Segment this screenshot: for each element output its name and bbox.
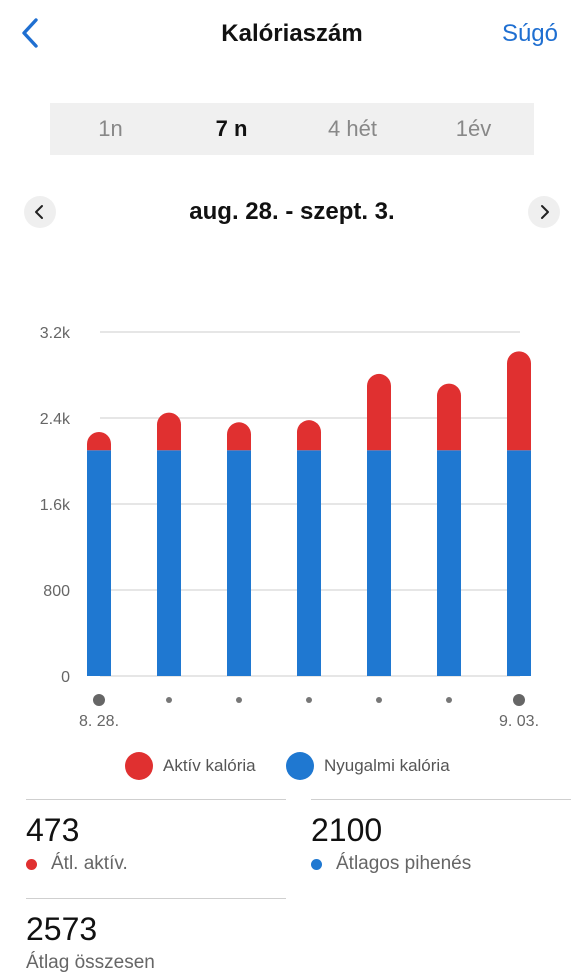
x-axis-dot <box>513 694 525 706</box>
stat-label: Átl. aktív. <box>51 853 128 874</box>
stat-label-row: Átl. aktív. <box>26 853 286 875</box>
bar-resting <box>437 450 461 676</box>
bar-resting <box>367 450 391 676</box>
legend-label-active: Aktív kalória <box>163 756 256 775</box>
legend-label-resting: Nyugalmi kalória <box>324 756 450 775</box>
calorie-chart: 0 800 1.6k 2.4k 3.2k 8. 28. 9. 03. <box>40 325 539 730</box>
date-range-row: aug. 28. - szept. 3. <box>0 196 584 232</box>
stat-label-row: Átlag összesen <box>26 952 286 974</box>
tab-1-year[interactable]: 1év <box>455 116 492 141</box>
chevron-left-icon <box>22 18 38 48</box>
bar-active <box>507 351 531 451</box>
next-range-button[interactable] <box>528 196 560 228</box>
chart-legend: Aktív kalória Nyugalmi kalória <box>0 752 584 784</box>
bar-resting <box>157 450 181 676</box>
bar-active <box>367 373 392 451</box>
stat-value: 2100 <box>311 812 383 848</box>
divider <box>311 799 571 800</box>
bar-resting <box>87 450 111 676</box>
bar-resting <box>507 450 531 676</box>
y-tick-label: 3.2k <box>40 325 71 342</box>
stat-average-total: 2573 Átlag összesen <box>26 898 286 974</box>
x-axis-dot <box>446 697 452 703</box>
tab-4-weeks[interactable]: 4 hét <box>328 116 377 141</box>
y-tick-label: 2.4k <box>40 411 71 428</box>
bar-resting <box>297 450 321 676</box>
stat-label-row: Átlagos pihenés <box>311 853 571 875</box>
x-axis-dot <box>376 697 382 703</box>
divider <box>26 799 286 800</box>
stat-average-resting: 2100 Átlagos pihenés <box>311 799 571 875</box>
back-button[interactable] <box>16 16 46 50</box>
bar-active <box>157 412 181 451</box>
x-tick-label: 9. 03. <box>499 713 539 730</box>
chevron-left-icon <box>35 205 43 219</box>
y-tick-label: 800 <box>43 583 70 600</box>
page-title: Kalóriaszám <box>221 20 363 47</box>
bar-resting <box>227 450 251 676</box>
help-link[interactable]: Súgó <box>501 20 558 47</box>
bar-active <box>87 431 111 451</box>
y-tick-label: 0 <box>61 669 70 686</box>
x-axis-dot <box>236 697 242 703</box>
stat-average-active: 473 Átl. aktív. <box>26 799 286 875</box>
chevron-right-icon <box>541 205 549 219</box>
nav-bar: Kalóriaszám Súgó <box>0 0 584 72</box>
legend-item-resting: Nyugalmi kalória <box>286 752 450 780</box>
x-axis-dot <box>93 694 105 706</box>
bar-active <box>297 420 321 451</box>
date-range-label: aug. 28. - szept. 3. <box>189 198 395 225</box>
stat-label: Átlagos pihenés <box>336 853 472 874</box>
stat-value: 2573 <box>26 911 98 947</box>
x-tick-label: 8. 28. <box>79 713 119 730</box>
x-axis-dot <box>166 697 172 703</box>
resting-dot-icon <box>311 858 322 870</box>
active-dot-icon <box>26 858 37 870</box>
legend-item-active: Aktív kalória <box>125 752 256 780</box>
stat-label: Átlag összesen <box>26 952 155 973</box>
period-selector: 1n 7 n 4 hét 1év <box>50 103 534 155</box>
bar-active <box>437 383 461 451</box>
x-axis-dot <box>306 697 312 703</box>
bar-active <box>227 422 251 451</box>
legend-swatch-resting <box>286 752 314 780</box>
legend-swatch-active <box>125 752 153 780</box>
tab-1-day[interactable]: 1n <box>98 116 123 141</box>
y-tick-label: 1.6k <box>40 497 71 514</box>
previous-range-button[interactable] <box>24 196 56 228</box>
tab-7-days[interactable]: 7 n <box>215 116 248 141</box>
stat-value: 473 <box>26 812 80 848</box>
divider <box>26 898 286 899</box>
